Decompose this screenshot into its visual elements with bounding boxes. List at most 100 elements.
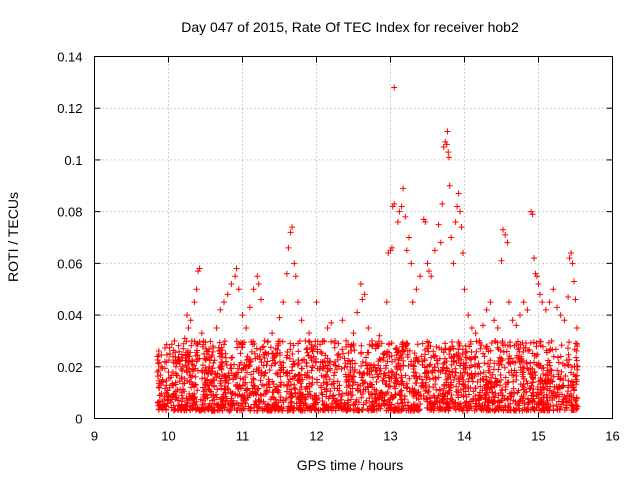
data-point <box>223 362 230 369</box>
data-point <box>232 372 239 379</box>
data-point <box>272 359 279 366</box>
data-point <box>562 372 569 379</box>
data-point <box>196 265 203 272</box>
data-point <box>322 374 329 381</box>
data-point <box>483 343 490 350</box>
data-point <box>540 370 547 377</box>
data-point <box>312 399 319 406</box>
data-point <box>160 401 167 408</box>
data-point <box>445 154 452 161</box>
data-point <box>270 350 277 357</box>
data-point <box>243 356 250 363</box>
data-point <box>463 359 470 366</box>
data-point <box>536 291 543 298</box>
data-point <box>323 381 330 388</box>
data-point <box>288 381 295 388</box>
data-point <box>240 365 247 372</box>
data-point <box>512 398 519 405</box>
data-point <box>269 402 276 409</box>
data-point <box>571 387 578 394</box>
data-point <box>193 398 200 405</box>
data-point <box>154 368 161 375</box>
data-point <box>178 392 185 399</box>
data-point <box>528 392 535 399</box>
data-point <box>512 406 519 413</box>
data-point <box>504 396 511 403</box>
data-point <box>242 379 249 386</box>
ticks-layer <box>94 56 613 419</box>
data-point <box>184 377 191 384</box>
data-point <box>555 359 562 366</box>
data-point <box>488 374 495 381</box>
data-point <box>554 389 561 396</box>
data-point <box>309 364 316 371</box>
data-point <box>244 369 251 376</box>
data-point <box>373 378 380 385</box>
data-point <box>184 397 191 404</box>
data-point <box>349 385 356 392</box>
data-point <box>259 381 266 388</box>
data-point <box>156 359 163 366</box>
data-point <box>334 366 341 373</box>
data-point <box>199 375 206 382</box>
data-point <box>541 407 548 414</box>
data-point <box>569 260 576 267</box>
data-point <box>239 344 246 351</box>
data-point <box>196 407 203 414</box>
data-point <box>572 373 579 380</box>
data-point <box>462 365 469 372</box>
data-point <box>276 349 283 356</box>
data-point <box>333 400 340 407</box>
data-point <box>176 402 183 409</box>
data-point <box>163 403 170 410</box>
data-point <box>306 330 313 337</box>
data-point <box>414 402 421 409</box>
data-point <box>317 382 324 389</box>
data-point <box>285 244 292 251</box>
data-point <box>247 359 254 366</box>
data-point <box>494 325 501 331</box>
data-point <box>423 395 430 402</box>
data-point <box>154 353 161 360</box>
data-point <box>384 358 391 365</box>
data-point <box>406 388 413 395</box>
data-point <box>557 312 564 319</box>
data-point <box>424 338 431 345</box>
data-point <box>538 365 545 372</box>
data-point <box>537 381 544 388</box>
data-point <box>346 373 353 380</box>
data-point <box>389 203 396 210</box>
data-point <box>507 400 514 407</box>
data-point <box>406 234 412 241</box>
data-point <box>250 286 257 293</box>
data-point <box>457 370 464 377</box>
data-point <box>155 398 162 405</box>
data-point <box>213 391 220 398</box>
data-point <box>391 84 398 91</box>
data-point <box>371 386 378 393</box>
data-point <box>214 386 221 393</box>
data-point <box>263 362 270 369</box>
data-point <box>167 393 174 400</box>
data-point <box>312 392 319 399</box>
data-point <box>308 367 315 374</box>
data-point <box>403 385 410 392</box>
data-point <box>408 260 415 267</box>
data-point <box>169 381 176 388</box>
data-point <box>240 376 247 383</box>
data-point <box>462 382 469 389</box>
data-point <box>370 361 377 368</box>
data-point <box>500 406 507 413</box>
data-point <box>408 358 415 365</box>
data-point <box>530 376 537 383</box>
data-point <box>195 268 202 275</box>
data-point <box>520 393 527 400</box>
data-point <box>546 299 553 306</box>
data-point <box>439 200 446 207</box>
data-point <box>292 273 299 280</box>
data-point <box>276 314 283 321</box>
data-point <box>258 296 264 303</box>
data-point <box>443 379 450 386</box>
data-point <box>452 365 459 372</box>
data-point <box>320 337 327 344</box>
